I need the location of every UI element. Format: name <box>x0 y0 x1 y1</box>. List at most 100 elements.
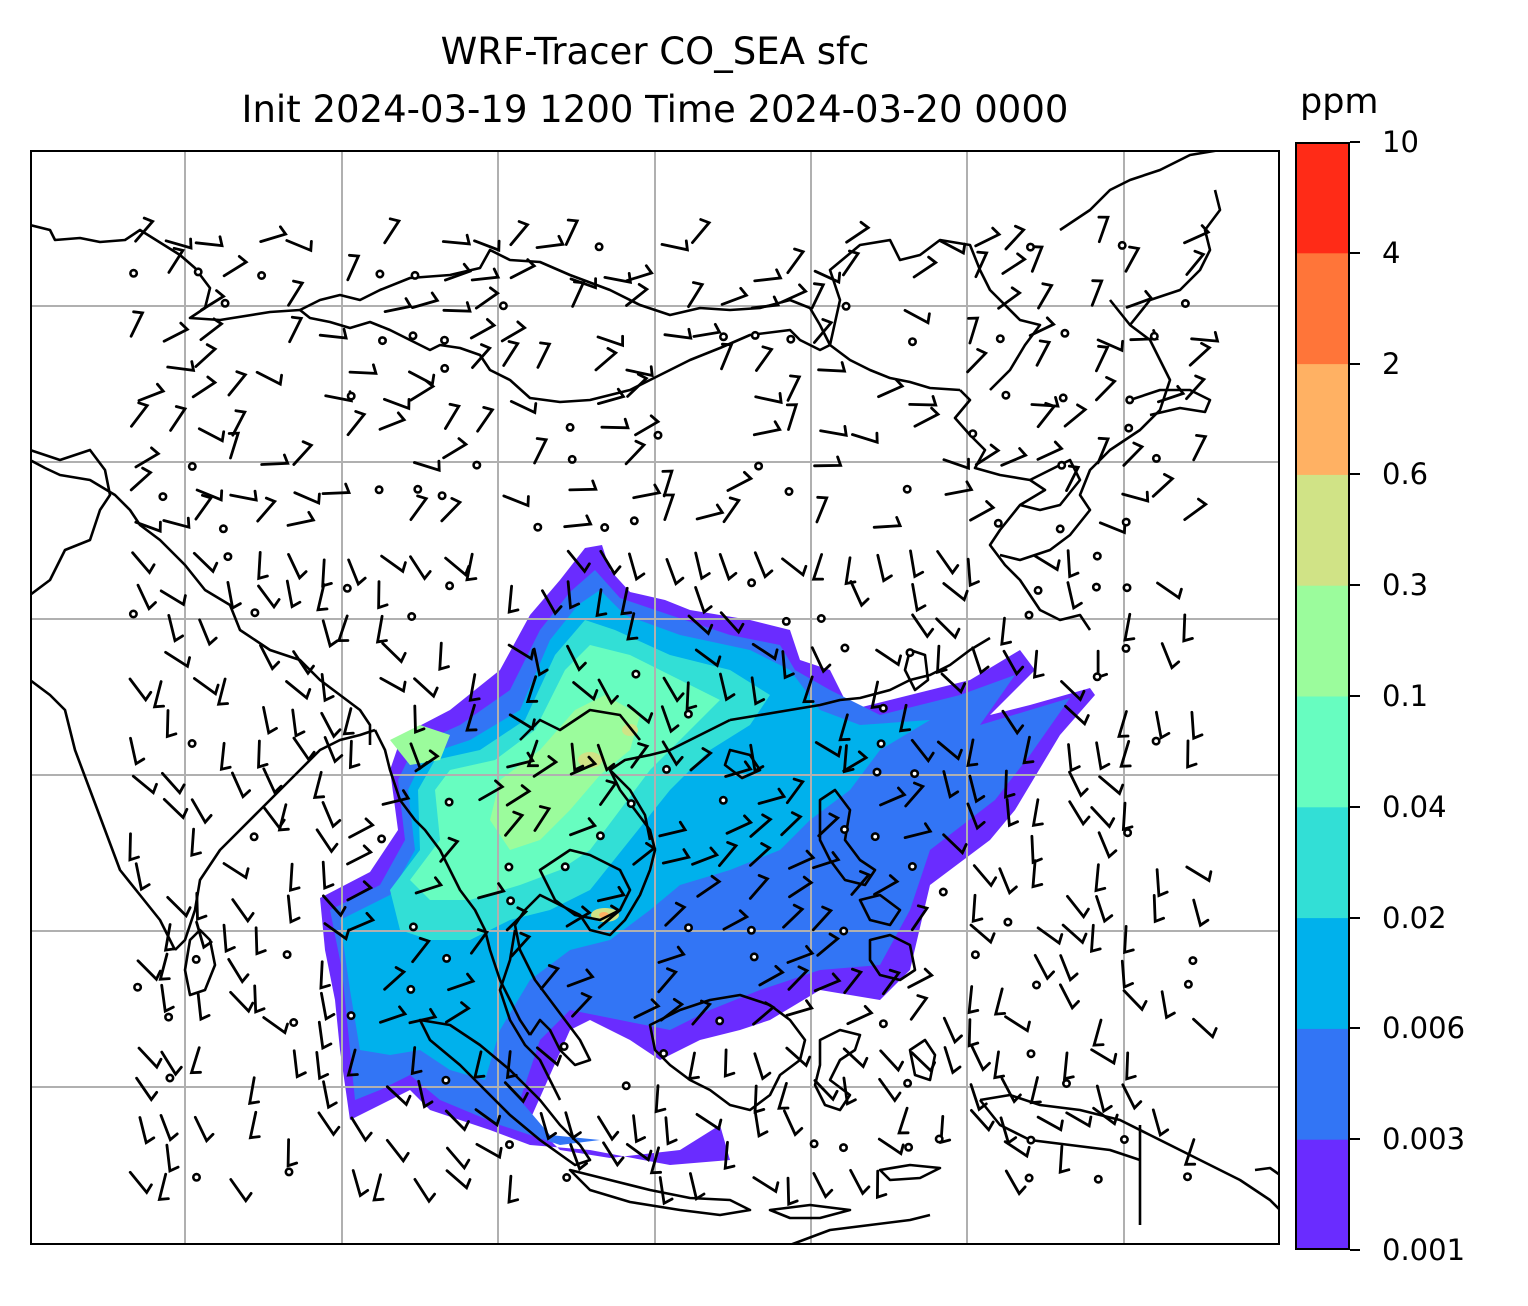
colorbar-tick-mark <box>1350 1027 1360 1030</box>
wind-barb <box>160 1050 183 1077</box>
calm-circle <box>413 484 423 494</box>
calm-circle <box>631 669 641 679</box>
wind-barb <box>689 747 713 772</box>
wind-barb <box>293 491 321 506</box>
map-panel <box>30 150 1280 1245</box>
wind-barb <box>322 1080 338 1110</box>
wind-barb <box>785 777 805 805</box>
wind-barb <box>971 893 984 924</box>
wind-barb <box>259 644 281 671</box>
wind-barb <box>381 789 411 806</box>
wind-barb <box>342 707 355 736</box>
wind-barb <box>287 553 308 581</box>
colorbar-tick-label: 0.006 <box>1382 1011 1466 1046</box>
wind-barb <box>137 382 166 402</box>
wind-barb <box>664 1116 678 1146</box>
calm-circle <box>653 430 663 440</box>
wind-barb <box>657 945 686 964</box>
colorbar-segment <box>1295 252 1350 365</box>
wind-barb <box>346 844 374 866</box>
wind-barb <box>720 286 749 306</box>
wind-barb <box>1151 473 1175 498</box>
wind-barb <box>942 770 960 799</box>
calm-circle <box>440 363 450 373</box>
colorbar-tick-mark <box>1350 805 1360 808</box>
wind-barb <box>158 952 171 981</box>
wind-barb <box>687 1051 700 1081</box>
calm-circle <box>1117 240 1127 250</box>
wind-barb <box>1092 1018 1105 1047</box>
wind-barb <box>563 514 593 529</box>
wind-barb <box>897 1106 910 1135</box>
wind-barb <box>231 898 255 924</box>
wind-barb <box>383 397 411 411</box>
calm-circle <box>1091 582 1101 592</box>
wind-barb <box>1004 224 1026 251</box>
calm-circle <box>594 242 604 252</box>
calm-circle <box>1151 453 1161 463</box>
wind-barb <box>197 427 226 443</box>
calm-circle <box>1122 583 1132 593</box>
wind-barb <box>199 317 224 342</box>
wind-barb <box>288 315 304 344</box>
coast-taiwan <box>903 648 930 692</box>
wind-barb <box>318 327 348 340</box>
calm-circle <box>839 824 849 834</box>
wind-barb <box>749 842 772 867</box>
calm-circle <box>1055 524 1065 534</box>
wind-barb <box>383 966 407 991</box>
wind-barb <box>320 991 336 1021</box>
wind-barb <box>970 1109 995 1133</box>
wind-barb <box>1028 316 1056 337</box>
wind-barb <box>1005 798 1019 828</box>
colorbar-tick-label: 4 <box>1382 235 1401 270</box>
coast-flores <box>768 1203 852 1220</box>
calm-wind-markers <box>128 240 1198 1184</box>
wind-barb <box>815 495 829 524</box>
wind-barb <box>1004 1015 1031 1033</box>
wind-barb <box>473 239 501 253</box>
coast-newguinea <box>979 1093 1280 1211</box>
wind-barb <box>817 361 847 373</box>
wind-barb <box>597 678 619 706</box>
wind-barb <box>413 1178 436 1204</box>
wind-barb <box>665 558 685 587</box>
colorbar-tick-mark <box>1350 473 1360 476</box>
wind-barb <box>780 811 803 837</box>
wind-barb <box>718 553 738 582</box>
wind-barb <box>1190 331 1220 343</box>
wind-barb <box>597 904 622 929</box>
wind-barb <box>1022 735 1035 765</box>
calm-circle <box>746 925 756 935</box>
wind-barb <box>219 741 232 771</box>
calm-circle <box>1093 1174 1103 1184</box>
wind-barb <box>159 1114 179 1143</box>
wind-barb <box>385 1085 412 1107</box>
wind-barb <box>907 967 935 989</box>
wind-barb <box>603 272 633 285</box>
wind-barb <box>379 676 407 694</box>
wind-barb <box>850 870 872 896</box>
wind-barb <box>1059 954 1079 983</box>
wind-barb <box>935 617 961 640</box>
calm-circle <box>444 797 454 807</box>
wind-barb <box>198 618 218 647</box>
wind-barb <box>596 334 624 348</box>
wind-barb <box>315 828 339 854</box>
calm-circle <box>749 952 759 962</box>
wind-barb <box>193 1115 215 1144</box>
wind-barb <box>997 286 1023 310</box>
wind-barb <box>320 673 335 703</box>
wind-barb <box>1035 339 1052 367</box>
wind-barb <box>968 774 986 804</box>
wind-barb <box>750 676 766 706</box>
wind-barb <box>159 589 187 607</box>
wind-barb <box>1003 1140 1031 1159</box>
calm-circle <box>1031 980 1041 990</box>
wind-barb <box>600 417 630 430</box>
wind-barb <box>903 309 931 325</box>
calm-circle <box>567 454 577 464</box>
calm-circle <box>870 832 880 842</box>
wind-barb <box>509 220 530 247</box>
wind-barb <box>227 958 250 985</box>
